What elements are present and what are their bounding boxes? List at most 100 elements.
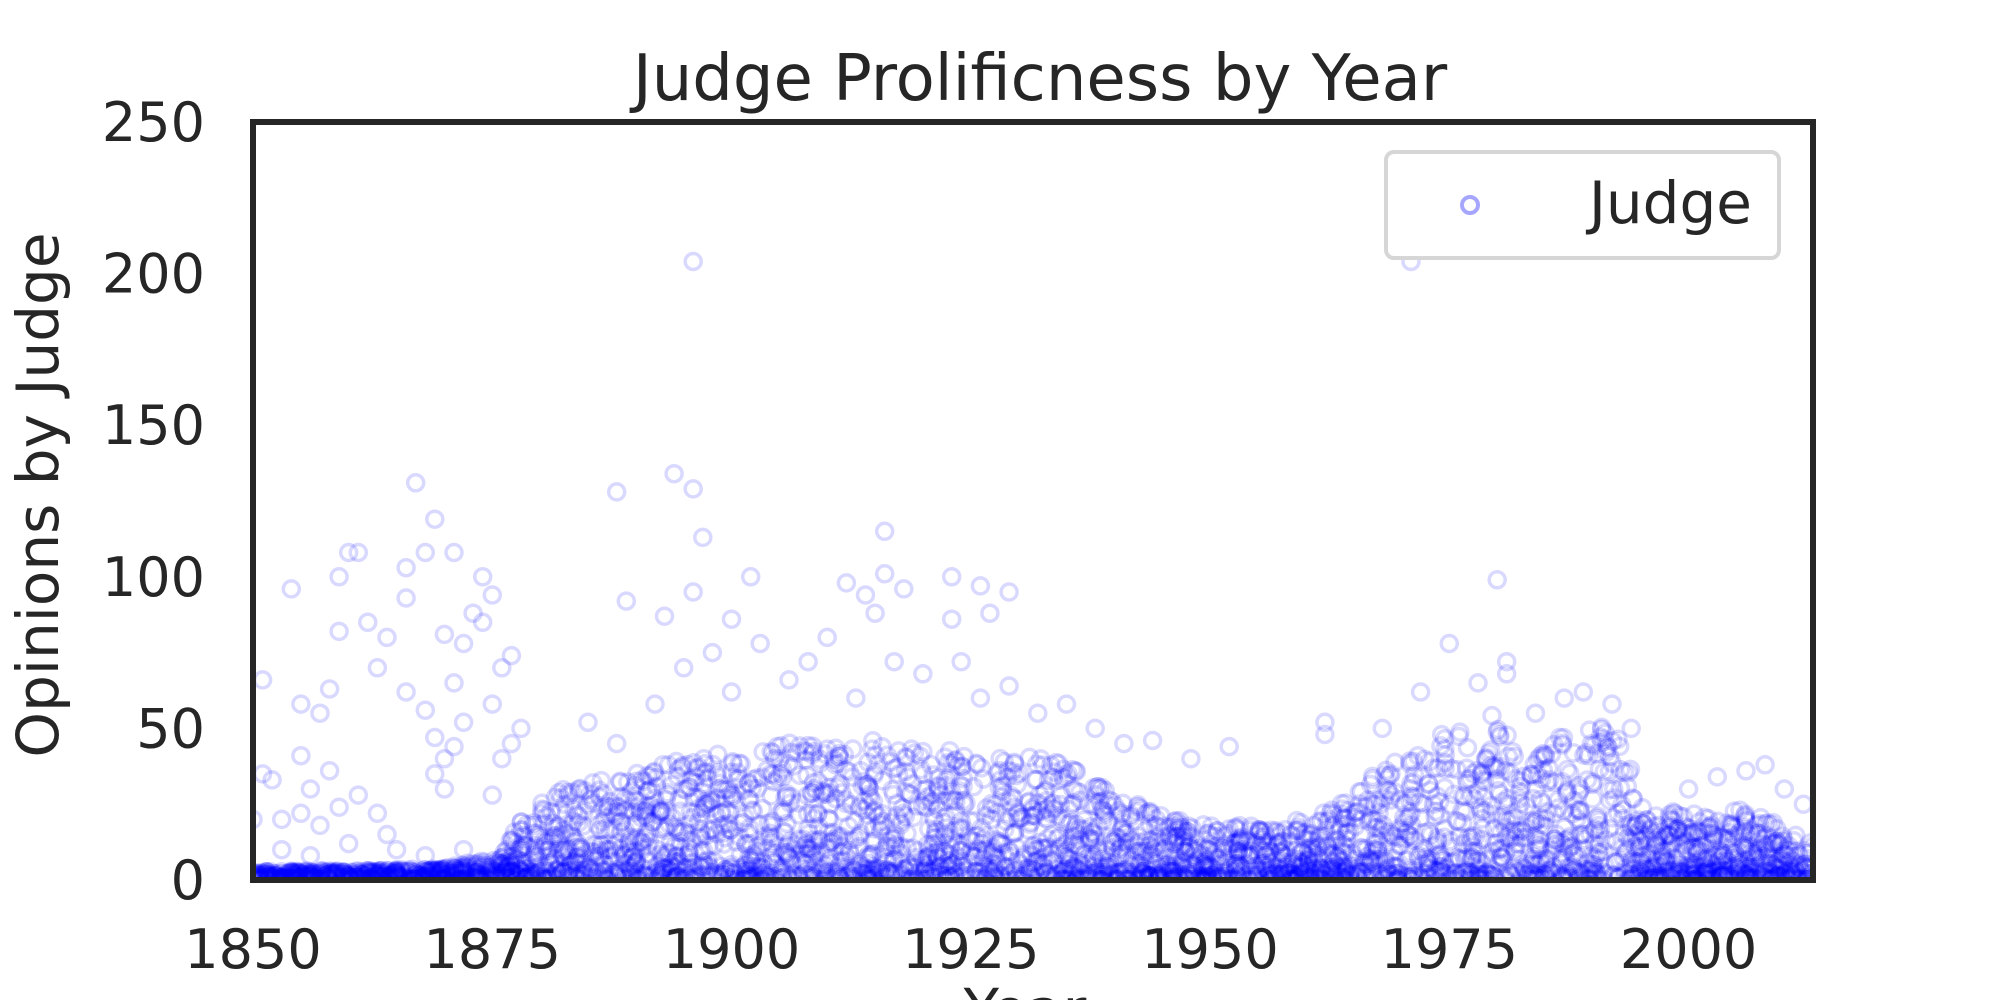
data-point [928, 841, 949, 861]
data-point [1588, 842, 1608, 863]
data-point [1710, 867, 1731, 880]
data-point [778, 754, 798, 774]
data-point [1701, 823, 1722, 844]
data-point [1079, 848, 1099, 868]
data-point [1490, 784, 1510, 804]
data-point [999, 676, 1019, 696]
data-point [1378, 832, 1398, 852]
data-point [348, 785, 369, 805]
data-point [1465, 826, 1486, 846]
data-point [823, 829, 844, 850]
data-point [1755, 835, 1776, 855]
data-point [913, 664, 933, 684]
data-point [253, 670, 273, 690]
data-point [921, 867, 941, 880]
data-point [1291, 841, 1312, 861]
data-point [1135, 821, 1155, 841]
data-point [271, 839, 292, 860]
data-point [877, 836, 897, 856]
data-point [903, 807, 924, 827]
data-point [1368, 850, 1388, 870]
data-point [722, 870, 743, 880]
data-point [982, 809, 1002, 830]
data-point [1602, 753, 1622, 774]
data-point [1571, 824, 1591, 845]
data-point [636, 796, 657, 817]
data-point [1522, 766, 1542, 786]
data-point [1348, 801, 1368, 821]
data-point [413, 866, 433, 880]
data-point [1051, 786, 1072, 806]
data-point [1413, 854, 1434, 875]
data-point [1275, 819, 1295, 840]
data-point [1736, 761, 1756, 781]
data-point [561, 854, 582, 875]
data-point [609, 797, 629, 818]
data-point [794, 741, 815, 761]
data-point [1365, 794, 1385, 815]
data-point [524, 854, 544, 874]
data-point [1680, 826, 1700, 846]
data-point [505, 870, 525, 880]
y-tick-labels: 0 50 100 150 200 250 [102, 91, 205, 912]
data-point [645, 694, 665, 714]
data-point [469, 865, 489, 880]
data-point [923, 765, 943, 785]
data-point [1056, 694, 1077, 714]
data-point [1054, 845, 1074, 865]
y-axis-title: Opinions by Judge [4, 232, 72, 757]
data-point [823, 749, 844, 770]
data-point [970, 688, 991, 708]
data-point [1028, 703, 1048, 723]
data-point [1354, 854, 1375, 874]
data-point [1716, 864, 1736, 880]
data-point [1663, 828, 1683, 849]
data-point [1684, 858, 1704, 879]
data-point [1120, 804, 1141, 825]
data-point [1461, 847, 1482, 867]
data-point [510, 838, 530, 859]
data-point [635, 828, 656, 848]
data-point [1280, 825, 1301, 845]
data-point [941, 838, 961, 858]
data-point [434, 624, 455, 645]
data-point [609, 863, 629, 880]
data-point [1755, 836, 1776, 857]
data-point [417, 865, 437, 880]
data-point [1240, 845, 1261, 866]
data-point [1004, 752, 1025, 773]
data-point [1278, 863, 1299, 880]
data-point [1373, 815, 1393, 835]
data-point [1084, 777, 1104, 798]
data-point [578, 712, 598, 733]
data-point [1192, 858, 1213, 879]
data-point [726, 770, 746, 791]
data-point [691, 803, 712, 824]
data-point [1554, 800, 1574, 821]
data-point [1238, 831, 1258, 851]
data-point [1166, 811, 1186, 831]
data-point [1120, 807, 1141, 827]
data-point [493, 854, 514, 874]
data-point [1063, 779, 1083, 800]
data-point [1724, 826, 1745, 846]
data-point [1436, 858, 1457, 878]
data-point [1303, 837, 1323, 858]
data-point [1483, 757, 1504, 778]
data-point [386, 839, 407, 860]
data-point [490, 866, 510, 880]
data-point [1381, 764, 1401, 784]
data-point [827, 777, 848, 798]
data-point [1122, 850, 1143, 870]
data-point [1335, 793, 1356, 813]
data-point [1674, 823, 1694, 844]
data-point [1135, 831, 1156, 851]
data-point [839, 840, 860, 861]
data-point [1154, 816, 1174, 836]
data-point [894, 579, 914, 599]
data-point [1718, 831, 1738, 852]
data-point [1332, 833, 1353, 854]
data-point [1755, 755, 1775, 775]
data-point [688, 788, 708, 808]
data-point [988, 833, 1008, 854]
